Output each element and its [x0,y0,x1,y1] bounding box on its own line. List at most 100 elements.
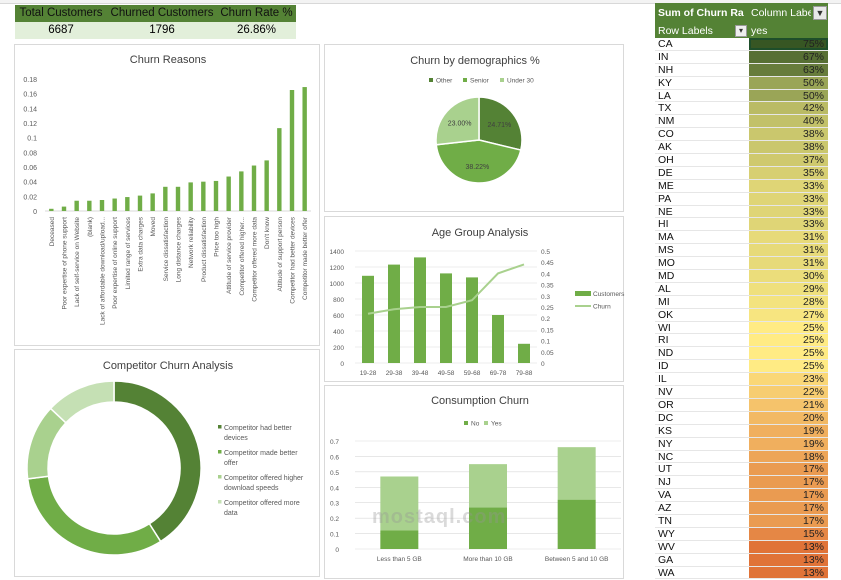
bar[interactable] [388,264,400,363]
kpi-header-rate[interactable]: Churn Rate % [220,7,293,19]
competitor-donut-chart[interactable]: Competitor Churn Analysis Competitor had … [14,349,320,577]
state-label[interactable]: NE [658,205,673,218]
state-label[interactable]: OH [658,154,674,167]
churn-rate-cell[interactable]: 13% [749,566,828,579]
sort-dropdown-icon[interactable]: ▾ [735,25,747,37]
state-label[interactable]: NH [658,63,674,76]
bar[interactable] [175,186,181,211]
state-label[interactable]: IN [658,50,669,63]
churn-rate-cell[interactable]: 33% [749,218,828,230]
bar[interactable] [466,277,478,363]
bar[interactable] [150,193,155,211]
churn-rate-cell[interactable]: 38% [749,128,828,140]
bar[interactable] [289,90,295,211]
bar[interactable] [99,200,105,211]
churn-reasons-chart[interactable]: Churn Reasons 0 0.02 0.04 0.06 0.08 0.1 0.12 0.1… [14,44,320,346]
state-label[interactable]: GA [658,553,674,566]
filter-icon[interactable]: ▼ [813,6,827,20]
churn-rate-cell[interactable]: 25% [749,347,828,359]
bar-yes[interactable] [380,476,419,531]
state-label[interactable]: PA [658,192,672,205]
churn-rate-cell[interactable]: 63% [749,63,828,76]
kpi-value-churned[interactable]: 1796 [149,24,175,36]
bar-no[interactable] [380,530,419,549]
state-label[interactable]: DE [658,166,673,179]
pivot-column-labels[interactable]: Column Labels▼ [749,3,828,24]
churn-rate-cell[interactable]: 50% [749,76,828,89]
state-label[interactable]: KS [658,424,673,437]
churn-rate-cell[interactable]: 19% [749,437,828,450]
state-label[interactable]: RI [658,334,669,347]
state-label[interactable]: ND [658,347,674,360]
slice[interactable] [26,407,67,480]
state-label[interactable]: NV [658,386,673,399]
churn-rate-cell[interactable]: 35% [749,166,828,179]
churn-rate-cell[interactable]: 33% [749,192,828,205]
slice[interactable] [113,380,202,543]
state-label[interactable]: WY [658,527,675,540]
state-label[interactable]: UT [658,463,672,476]
bar[interactable] [201,181,206,211]
pivot-row-labels[interactable]: Row Labels ▾ [655,24,749,38]
slice[interactable] [435,96,480,146]
churn-rate-cell[interactable]: 17% [749,514,828,527]
pivot-column-value[interactable]: yes [751,25,768,37]
state-label[interactable]: DC [658,411,674,424]
bar[interactable] [112,198,117,211]
churn-rate-cell[interactable]: 17% [749,476,828,488]
churn-rate-cell[interactable]: 27% [749,308,828,321]
churn-rate-cell[interactable]: 21% [749,398,828,411]
churn-rate-cell[interactable]: 31% [749,231,828,243]
state-label[interactable]: NY [658,437,673,450]
state-label[interactable]: CA [658,38,673,50]
consumption-churn-chart[interactable]: Consumption Churn No Yes 0 0.1 0.2 0.3 0.4 0.5 0.… [324,385,624,579]
state-label[interactable]: OK [658,308,674,321]
state-label[interactable]: NJ [658,476,671,489]
churn-rate-cell[interactable]: 13% [749,553,828,566]
churn-rate-cell[interactable]: 28% [749,295,828,308]
churn-rate-cell[interactable]: 38% [749,141,828,153]
bar[interactable] [362,275,374,363]
state-label[interactable]: WV [658,540,675,553]
state-label[interactable]: CO [658,128,674,141]
churn-rate-cell[interactable]: 33% [749,179,828,192]
state-label[interactable]: TN [658,514,672,527]
bar[interactable] [440,273,452,363]
bar[interactable] [87,200,92,211]
bar[interactable] [302,87,307,211]
state-label[interactable]: WA [658,566,675,579]
bar-no[interactable] [469,507,507,549]
state-label[interactable]: HI [658,218,669,231]
bar-no[interactable] [557,499,596,549]
slice[interactable] [49,380,115,424]
bar[interactable] [518,343,530,363]
churn-rate-cell[interactable]: 40% [749,115,828,127]
bar[interactable] [251,165,257,211]
churn-rate-cell[interactable]: 17% [749,489,828,501]
state-label[interactable]: KY [658,76,673,89]
churn-rate-cell[interactable]: 67% [749,50,828,63]
state-label[interactable]: TX [658,102,672,115]
bar-yes[interactable] [469,464,507,508]
churn-rate-cell[interactable]: 42% [749,102,828,114]
state-label[interactable]: VA [658,489,672,502]
slice[interactable] [478,96,523,151]
churn-rate-cell[interactable]: 18% [749,450,828,463]
churn-rate-cell[interactable]: 25% [749,360,828,372]
churn-rate-cell[interactable]: 30% [749,270,828,282]
state-label[interactable]: ME [658,179,674,192]
state-label[interactable]: MS [658,244,674,257]
churn-rate-cell[interactable]: 13% [749,540,828,553]
bar[interactable] [213,180,219,211]
bar[interactable] [125,197,130,211]
state-label[interactable]: MO [658,257,675,270]
bar[interactable] [188,182,193,211]
churn-rate-cell[interactable]: 33% [749,205,828,218]
churn-rate-cell[interactable]: 20% [749,411,828,424]
churn-rate-cell[interactable]: 25% [749,321,828,334]
state-label[interactable]: AZ [658,502,672,515]
bar[interactable] [74,200,79,211]
age-group-chart[interactable]: Age Group Analysis 0 200 400 600 800 1000 1200 1… [324,216,625,382]
bar[interactable] [61,206,67,211]
churn-rate-cell[interactable]: 22% [749,386,828,398]
